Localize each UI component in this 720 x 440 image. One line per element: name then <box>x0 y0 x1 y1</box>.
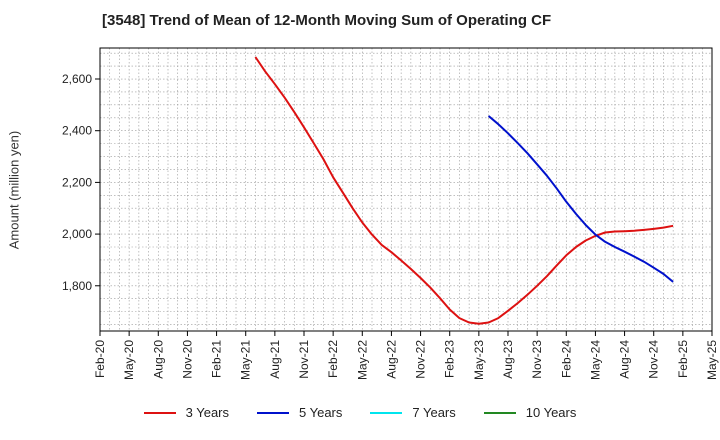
x-tick-label: May-20 <box>122 340 136 380</box>
legend-item: 3 Years <box>143 405 229 420</box>
x-axis-ticks: Feb-20 May-20 Aug-20 Nov-20 Feb-21 May-21 Aug-… <box>93 331 719 380</box>
y-tick-label: 2,600 <box>62 72 92 86</box>
x-tick-label: Aug-20 <box>151 340 165 379</box>
y-tick-label: 1,800 <box>62 279 92 293</box>
legend-swatch <box>483 411 516 414</box>
x-tick-label: Nov-20 <box>180 340 194 379</box>
legend-label: 3 Years <box>185 405 229 420</box>
y-tick-label: 2,200 <box>62 175 92 189</box>
chart-title: [3548] Trend of Mean of 12-Month Moving … <box>102 12 552 29</box>
x-tick-label: Feb-20 <box>93 340 107 378</box>
legend-item: 10 Years <box>483 405 577 420</box>
series-lines <box>254 56 674 325</box>
x-tick-label: May-24 <box>588 340 602 380</box>
legend-swatch <box>370 411 403 414</box>
x-tick-label: Feb-22 <box>326 340 340 378</box>
x-tick-label: Nov-22 <box>414 340 428 379</box>
x-tick-label: Feb-23 <box>443 340 457 378</box>
legend-label: 7 Years <box>412 405 456 420</box>
x-tick-label: Feb-24 <box>559 340 573 378</box>
legend-swatch <box>257 411 289 414</box>
x-tick-label: Aug-23 <box>501 340 515 379</box>
x-tick-label: Feb-21 <box>210 340 224 378</box>
x-tick-label: Aug-22 <box>384 340 398 379</box>
legend: 3 Years 5 Years 7 Years 10 Years <box>0 405 720 420</box>
plot-frame <box>99 47 713 332</box>
grid-lines <box>100 48 712 331</box>
y-tick-label: 2,000 <box>62 227 92 241</box>
x-tick-label: Nov-21 <box>297 340 311 379</box>
y-tick-label: 2,400 <box>62 124 92 138</box>
x-tick-label: Nov-23 <box>530 340 544 379</box>
legend-swatch <box>143 411 176 414</box>
series-line-5-years <box>487 115 674 283</box>
x-tick-label: Aug-24 <box>618 340 632 379</box>
series-line-3-years <box>254 56 674 325</box>
x-tick-label: May-21 <box>239 340 253 380</box>
legend-item: 5 Years <box>257 405 342 420</box>
x-tick-label: Feb-25 <box>676 340 690 378</box>
x-tick-label: May-22 <box>355 340 369 380</box>
x-tick-label: May-23 <box>472 340 486 380</box>
chart-area: 1,800 2,000 2,200 2,400 2,600 Feb-20 May-20 Au… <box>62 47 719 380</box>
legend-item: 7 Years <box>370 405 456 420</box>
legend-label: 5 Years <box>299 405 343 420</box>
legend-label: 10 Years <box>525 405 577 420</box>
x-tick-label: Aug-21 <box>268 340 282 379</box>
y-axis-ticks: 1,800 2,000 2,200 2,400 2,600 <box>62 72 100 293</box>
x-tick-label: Nov-24 <box>647 340 661 379</box>
x-tick-label: May-25 <box>705 340 719 380</box>
